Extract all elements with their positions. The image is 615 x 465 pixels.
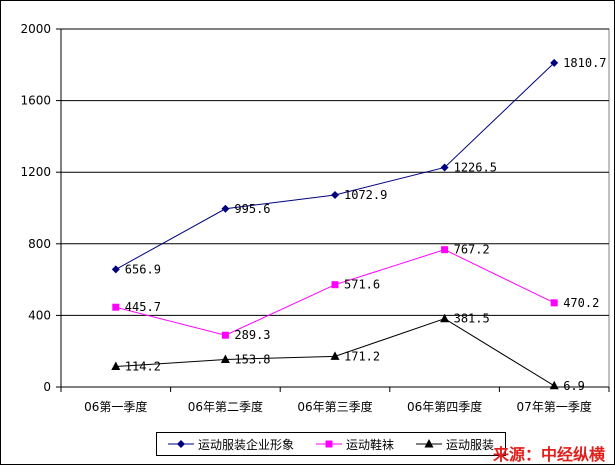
data-label: 1226.5 <box>454 160 497 174</box>
y-tick-label: 1200 <box>20 165 51 179</box>
data-label: 6.9 <box>563 379 585 393</box>
data-label: 767.2 <box>454 243 490 257</box>
data-point <box>111 265 120 274</box>
x-tick-label: 06年第二季度 <box>188 399 263 414</box>
legend: 运动服装企业形象 运动鞋袜 运动服装 <box>156 432 506 456</box>
data-point <box>330 351 340 360</box>
x-tick-label: 06年第四季度 <box>407 399 482 414</box>
y-tick-label: 1600 <box>20 94 51 108</box>
data-label: 656.9 <box>125 262 161 276</box>
legend-label: 运动服装企业形象 <box>197 437 294 452</box>
data-point <box>111 361 121 371</box>
data-point <box>221 331 229 339</box>
legend-marker <box>424 439 434 448</box>
plot-area <box>60 28 610 388</box>
data-point <box>331 281 339 289</box>
legend-item: 运动鞋袜 <box>315 436 394 453</box>
data-point <box>550 58 559 67</box>
source-note: 来源：中经纵横 <box>493 445 606 464</box>
legend-item: 运动服装企业形象 <box>167 436 294 453</box>
x-tick-label: 06年第三季度 <box>297 399 372 414</box>
legend-label: 运动鞋袜 <box>345 437 394 452</box>
legend-key-diamond <box>167 439 194 449</box>
legend-label: 运动服装 <box>445 437 494 452</box>
data-label: 445.7 <box>125 300 161 314</box>
y-tick-label: 400 <box>28 308 51 322</box>
data-point <box>549 380 559 390</box>
data-label: 289.3 <box>234 328 270 342</box>
data-label: 1810.7 <box>563 56 606 70</box>
data-point <box>331 190 339 199</box>
data-label: 1072.9 <box>344 188 387 202</box>
data-label: 114.2 <box>125 360 161 374</box>
data-point <box>221 204 230 213</box>
data-label: 381.5 <box>454 312 490 326</box>
data-label: 571.6 <box>344 278 380 292</box>
data-point <box>440 163 449 172</box>
y-tick-label: 800 <box>28 237 51 251</box>
legend-marker <box>325 440 333 448</box>
legend-key-square <box>315 439 342 449</box>
data-label: 171.2 <box>344 349 380 363</box>
data-point <box>440 313 450 323</box>
legend-key-triangle <box>415 439 442 449</box>
legend-marker <box>176 440 185 448</box>
data-point <box>550 299 558 307</box>
x-tick-label: 06第一季度 <box>84 399 147 414</box>
legend-item: 运动服装 <box>415 436 494 453</box>
data-point <box>220 354 230 363</box>
data-point <box>112 303 120 311</box>
data-label: 470.2 <box>563 296 599 310</box>
x-tick-label: 07年第一季度 <box>517 399 592 414</box>
y-tick-label: 0 <box>43 380 51 394</box>
data-label: 153.8 <box>234 352 270 366</box>
data-label: 995.6 <box>234 202 270 216</box>
data-point <box>441 246 449 254</box>
y-tick-label: 2000 <box>20 22 51 36</box>
